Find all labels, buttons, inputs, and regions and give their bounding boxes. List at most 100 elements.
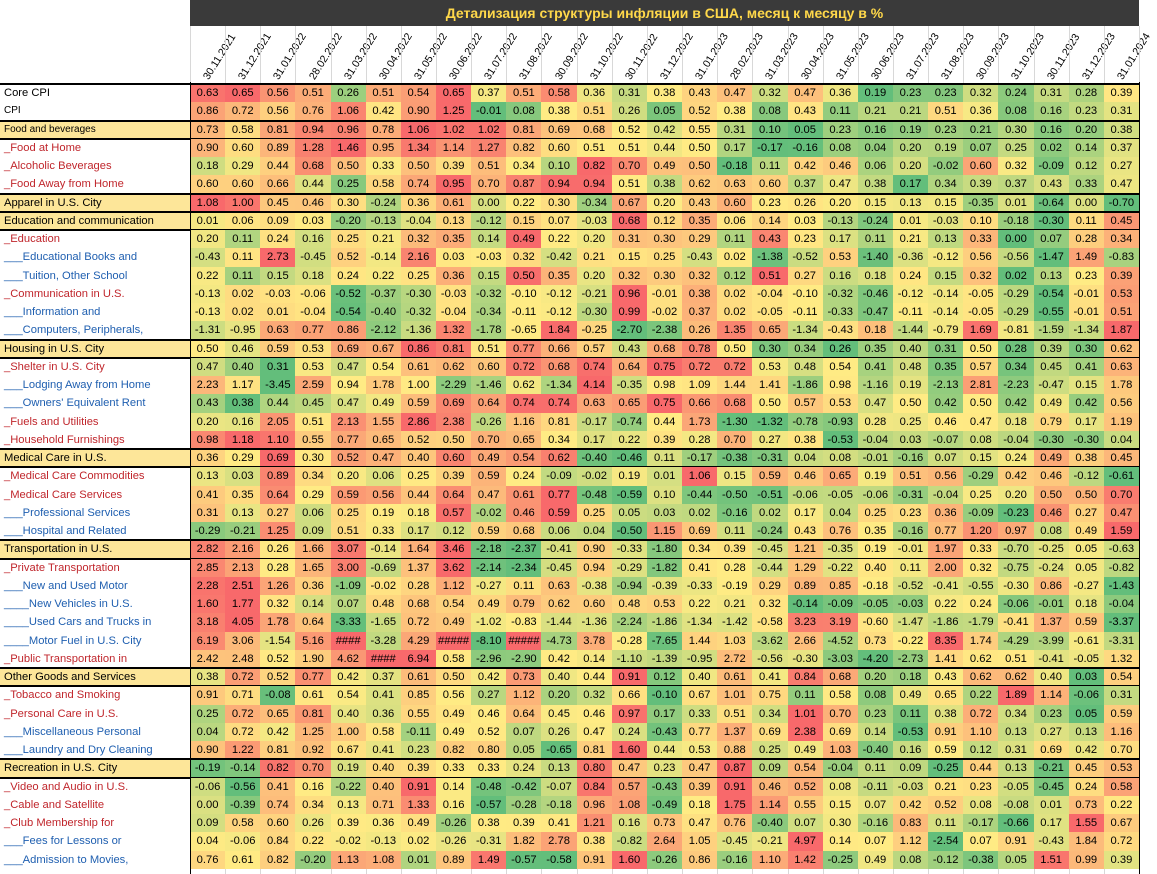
- heatmap-cell: -0.40: [365, 303, 401, 322]
- heatmap-cell: 0.05: [1068, 704, 1104, 723]
- heatmap-cell: 0.00: [1068, 193, 1104, 212]
- heatmap-cell: 0.50: [330, 157, 366, 176]
- heatmap-cell: 0.43: [611, 339, 647, 358]
- heatmap-cell: 0.84: [576, 777, 612, 796]
- heatmap-cell: -3.31: [1103, 631, 1139, 650]
- heatmap-cell: 0.33: [1068, 175, 1104, 194]
- heatmap-cell: 0.62: [998, 668, 1034, 687]
- heatmap-cell: 0.14: [436, 777, 472, 796]
- heatmap-cell: -0.52: [892, 576, 929, 595]
- heatmap-cell: 0.57: [576, 339, 612, 358]
- heatmap-cell: -0.43: [822, 321, 858, 340]
- heatmap-cell: 0.51: [576, 102, 612, 121]
- heatmap-cell: 0.52: [682, 102, 718, 121]
- column-header: 28.02.2023: [728, 31, 767, 82]
- heatmap-cell: 0.43: [928, 668, 964, 687]
- heatmap-cell: 1.32: [1103, 649, 1139, 668]
- heatmap-cell: -2.38: [646, 321, 683, 340]
- heatmap-cell: 0.21: [963, 120, 999, 139]
- heatmap-cell: -0.14: [365, 248, 401, 267]
- heatmap-cell: 0.43: [190, 394, 226, 413]
- heatmap-cell: 0.17: [717, 138, 753, 157]
- heatmap-cell: 0.15: [928, 266, 964, 285]
- heatmap-cell: -0.43: [682, 248, 718, 267]
- heatmap-cell: 0.29: [225, 157, 261, 176]
- heatmap-cell: 0.07: [506, 722, 542, 741]
- heatmap-cell: 0.69: [752, 722, 788, 741]
- heatmap-cell: -0.02: [365, 576, 401, 595]
- heatmap-cell: -2.96: [471, 649, 507, 668]
- heatmap-cell: 0.18: [1068, 595, 1104, 614]
- heatmap-cell: 0.12: [646, 211, 683, 230]
- heatmap-cell: -0.01: [646, 284, 683, 303]
- heatmap-cell: -0.56: [225, 777, 261, 796]
- heatmap-cell: 0.65: [611, 394, 647, 413]
- heatmap-cell: 1.25: [260, 522, 296, 541]
- heatmap-cell: 0.30: [295, 449, 331, 468]
- heatmap-cell: 0.77: [682, 722, 718, 741]
- heatmap-cell: -2.14: [471, 558, 507, 577]
- chart-title: Детализация структуры инфляции в США, ме…: [190, 0, 1139, 26]
- row-label: _Cable and Satellite: [4, 798, 105, 811]
- heatmap-cell: -0.08: [260, 686, 296, 705]
- row-label: _Video and Audio in U.S.: [4, 780, 129, 793]
- heatmap-cell: 0.44: [295, 175, 331, 194]
- heatmap-cell: -0.01: [1033, 595, 1069, 614]
- heatmap-cell: 0.20: [576, 266, 612, 285]
- heatmap-cell: 0.55: [682, 120, 718, 139]
- heatmap-cell: 0.23: [857, 704, 893, 723]
- heatmap-cell: 0.82: [576, 157, 612, 176]
- heatmap-cell: 0.31: [998, 741, 1034, 760]
- heatmap-cell: -0.45: [717, 832, 753, 851]
- heatmap-cell: -0.24: [365, 193, 401, 212]
- heatmap-cell: -0.49: [646, 795, 683, 814]
- heatmap-cell: 0.40: [682, 668, 718, 687]
- heatmap-cell: 1.00: [330, 722, 366, 741]
- heatmap-cell: 0.59: [330, 485, 366, 504]
- heatmap-cell: 0.51: [330, 522, 366, 541]
- heatmap-cell: 0.11: [857, 230, 893, 249]
- heatmap-cell: 0.35: [436, 230, 472, 249]
- column-header: 31.05.2023: [833, 31, 872, 82]
- row-label: ___Professional Services: [4, 506, 131, 519]
- heatmap-cell: 0.44: [400, 485, 437, 504]
- row-label: _Communication in U.S.: [4, 287, 125, 300]
- heatmap-cell: 1.03: [717, 631, 753, 650]
- column-header: 31.05.2022: [411, 31, 450, 82]
- row-label: Core CPI: [4, 87, 51, 99]
- heatmap-cell: 0.82: [436, 741, 472, 760]
- heatmap-cell: 0.41: [541, 814, 577, 833]
- heatmap-cell: 0.25: [400, 266, 437, 285]
- heatmap-cell: -0.09: [822, 595, 858, 614]
- heatmap-cell: 1.78: [1103, 376, 1139, 395]
- heatmap-cell: 0.05: [998, 850, 1034, 869]
- heatmap-cell: 0.40: [225, 357, 261, 376]
- heatmap-cell: 0.11: [646, 449, 683, 468]
- heatmap-cell: -1.36: [576, 613, 612, 632]
- heatmap-cell: -0.12: [928, 248, 964, 267]
- heatmap-cell: 0.42: [365, 102, 401, 121]
- heatmap-cell: 0.96: [611, 284, 647, 303]
- heatmap-cell: -0.44: [682, 485, 718, 504]
- heatmap-cell: 0.16: [857, 120, 893, 139]
- heatmap-cell: -0.12: [541, 303, 577, 322]
- heatmap-cell: 0.36: [295, 576, 331, 595]
- heatmap-cell: 0.36: [963, 102, 999, 121]
- heatmap-cell: 2.13: [330, 412, 366, 431]
- heatmap-cell: -1.02: [471, 613, 507, 632]
- heatmap-cell: 1.32: [436, 321, 472, 340]
- heatmap-cell: 0.33: [471, 759, 507, 778]
- heatmap-cell: 0.38: [1103, 120, 1139, 139]
- heatmap-cell: -0.83: [1103, 248, 1139, 267]
- heatmap-cell: 0.70: [822, 704, 858, 723]
- heatmap-cell: 1.64: [400, 540, 437, 559]
- heatmap-cell: 0.25: [752, 741, 788, 760]
- heatmap-cell: -1.65: [365, 613, 401, 632]
- heatmap-cell: 6.94: [400, 649, 437, 668]
- heatmap-cell: 0.91: [611, 668, 647, 687]
- heatmap-cell: -0.33: [682, 576, 718, 595]
- heatmap-cell: 0.23: [928, 120, 964, 139]
- heatmap-cell: 0.91: [576, 850, 612, 869]
- heatmap-cell: 0.38: [717, 102, 753, 121]
- heatmap-cell: 0.45: [260, 193, 296, 212]
